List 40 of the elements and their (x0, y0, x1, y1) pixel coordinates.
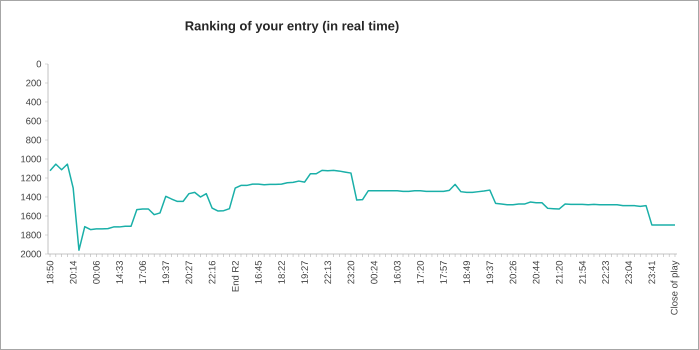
x-tick-label: 00:06 (92, 260, 100, 284)
x-tick-label: 22:23 (602, 260, 609, 284)
x-tick-label: 19:37 (162, 261, 170, 284)
x-tick-label: 22:13 (324, 260, 332, 284)
x-tick-label: 20:27 (186, 261, 192, 284)
x-tick-label: 19:27 (301, 261, 308, 284)
chart-title: Ranking of your entry (in real time) (186, 20, 399, 34)
x-tick-label: 22:16 (208, 260, 216, 284)
x-tick-label: 16:03 (394, 260, 401, 284)
x-tick-label: 23:41 (648, 261, 656, 284)
x-tick-label: Close of play (670, 260, 680, 315)
x-tick-label: 16:45 (255, 260, 262, 284)
x-tick-label: 18:49 (463, 260, 470, 284)
x-tick-label: 21:54 (579, 260, 586, 284)
x-tick-label: 14:33 (116, 260, 123, 284)
y-tick-label: 1800 (21, 232, 42, 238)
y-tick-label: 1000 (21, 156, 42, 162)
x-tick-label: 20:44 (532, 260, 540, 284)
x-tick-label: 00:24 (370, 260, 378, 284)
x-tick-label: 18:22 (278, 261, 285, 284)
y-tick-label: 600 (26, 118, 42, 124)
y-tick-label: 400 (26, 98, 42, 106)
x-tick-label: 17:57 (440, 261, 447, 284)
x-tick-label: End R2 (232, 261, 239, 292)
x-tick-label: 23:04 (625, 260, 632, 284)
y-tick-label: 1600 (21, 212, 42, 220)
y-tick-label: 1200 (21, 174, 42, 182)
y-tick-label: 200 (26, 80, 42, 86)
y-tick-label: 800 (26, 136, 42, 144)
x-tick-label: 18:50 (46, 260, 54, 284)
x-tick-label: 17:20 (417, 260, 424, 284)
x-tick-label: 20:14 (70, 260, 77, 284)
x-tick-label: 19:37 (486, 261, 494, 284)
x-tick-label: 21:20 (556, 260, 563, 284)
x-tick-label: 20:26 (510, 260, 516, 284)
x-tick-label: 17:06 (139, 260, 146, 284)
x-tick-label: 23:20 (348, 260, 354, 284)
y-tick-label: 0 (36, 60, 42, 68)
y-tick-label: 1400 (21, 194, 42, 200)
y-tick-label: 2000 (20, 250, 42, 258)
